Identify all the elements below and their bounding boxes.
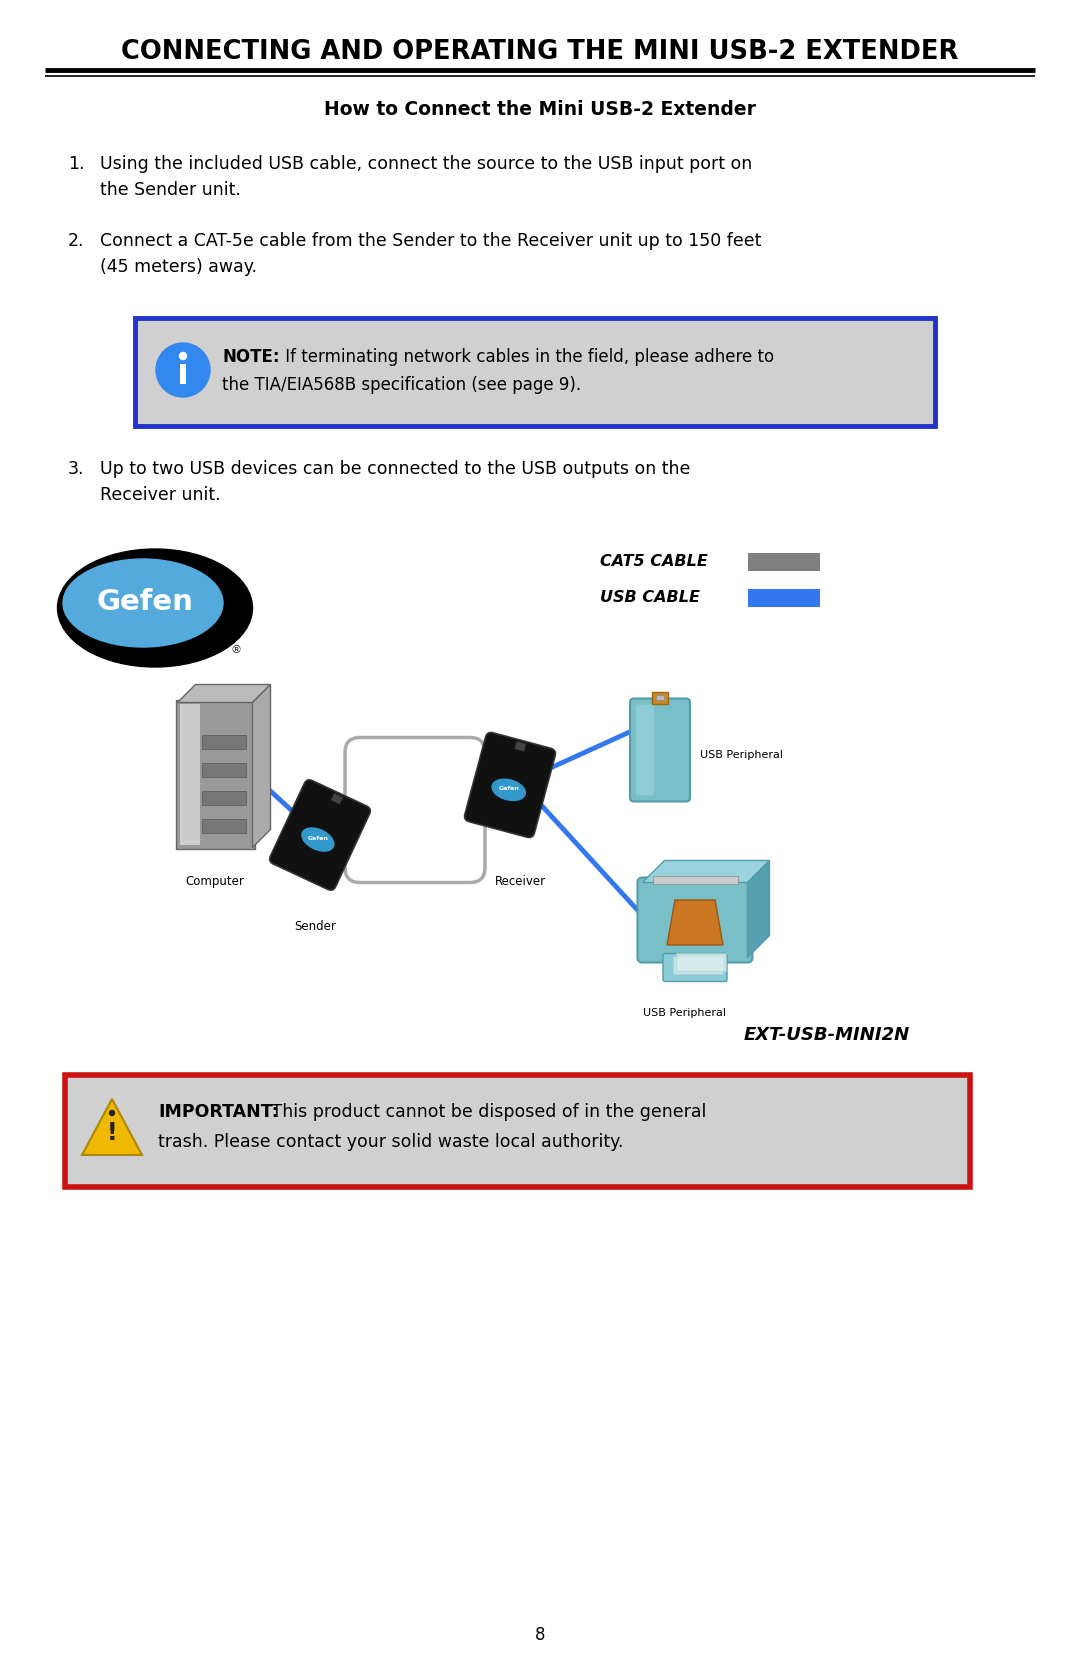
Text: Up to two USB devices can be connected to the USB outputs on the
Receiver unit.: Up to two USB devices can be connected t… xyxy=(100,461,690,504)
FancyBboxPatch shape xyxy=(637,878,753,963)
Text: Gefen: Gefen xyxy=(96,587,193,616)
Ellipse shape xyxy=(63,559,222,648)
Text: trash. Please contact your solid waste local authority.: trash. Please contact your solid waste l… xyxy=(158,1133,623,1152)
Text: 8: 8 xyxy=(535,1626,545,1644)
Text: Gefen: Gefen xyxy=(308,836,328,841)
Text: If terminating network cables in the field, please adhere to: If terminating network cables in the fie… xyxy=(280,349,774,366)
Polygon shape xyxy=(747,861,769,958)
FancyBboxPatch shape xyxy=(330,793,343,804)
FancyBboxPatch shape xyxy=(135,319,935,426)
Circle shape xyxy=(156,344,210,397)
Text: How to Connect the Mini USB-2 Extender: How to Connect the Mini USB-2 Extender xyxy=(324,100,756,120)
FancyBboxPatch shape xyxy=(673,956,723,975)
Text: 3.: 3. xyxy=(68,461,84,477)
Text: Sender: Sender xyxy=(294,920,336,933)
Text: This product cannot be disposed of in the general: This product cannot be disposed of in th… xyxy=(266,1103,706,1122)
Text: IMPORTANT:: IMPORTANT: xyxy=(158,1103,279,1122)
FancyBboxPatch shape xyxy=(345,738,485,883)
Ellipse shape xyxy=(492,779,525,801)
Circle shape xyxy=(179,352,187,359)
Text: Receiver: Receiver xyxy=(495,875,545,888)
Polygon shape xyxy=(177,684,270,703)
FancyBboxPatch shape xyxy=(514,741,526,751)
FancyBboxPatch shape xyxy=(748,552,820,571)
Text: USB CABLE: USB CABLE xyxy=(600,591,700,606)
FancyBboxPatch shape xyxy=(663,953,727,981)
FancyBboxPatch shape xyxy=(748,589,820,608)
FancyBboxPatch shape xyxy=(202,736,245,749)
FancyBboxPatch shape xyxy=(636,704,654,796)
Text: NOTE:: NOTE: xyxy=(222,349,280,366)
Polygon shape xyxy=(82,1098,141,1155)
Text: CAT5 CABLE: CAT5 CABLE xyxy=(600,554,707,569)
Text: Gefen: Gefen xyxy=(499,786,519,791)
FancyBboxPatch shape xyxy=(179,704,200,846)
FancyBboxPatch shape xyxy=(270,779,370,890)
FancyBboxPatch shape xyxy=(464,733,555,838)
FancyBboxPatch shape xyxy=(65,1075,970,1187)
FancyBboxPatch shape xyxy=(652,876,738,885)
Polygon shape xyxy=(643,861,769,883)
Text: Connect a CAT-5e cable from the Sender to the Receiver unit up to 150 feet
(45 m: Connect a CAT-5e cable from the Sender t… xyxy=(100,232,761,275)
FancyBboxPatch shape xyxy=(180,364,186,384)
Text: USB Peripheral: USB Peripheral xyxy=(700,749,783,759)
FancyBboxPatch shape xyxy=(676,953,726,971)
FancyBboxPatch shape xyxy=(656,696,664,701)
FancyBboxPatch shape xyxy=(202,791,245,806)
Text: CONNECTING AND OPERATING THE MINI USB-2 EXTENDER: CONNECTING AND OPERATING THE MINI USB-2 … xyxy=(121,38,959,65)
FancyBboxPatch shape xyxy=(202,819,245,833)
Text: 1.: 1. xyxy=(68,155,84,174)
Text: the TIA/EIA568B specification (see page 9).: the TIA/EIA568B specification (see page … xyxy=(222,376,581,394)
FancyBboxPatch shape xyxy=(175,701,255,850)
Text: Using the included USB cable, connect the source to the USB input port on
the Se: Using the included USB cable, connect th… xyxy=(100,155,753,199)
Text: !: ! xyxy=(107,1122,118,1145)
Circle shape xyxy=(109,1110,114,1115)
Ellipse shape xyxy=(57,549,253,668)
Text: ®: ® xyxy=(230,644,242,654)
Text: Computer: Computer xyxy=(186,875,244,888)
FancyBboxPatch shape xyxy=(630,699,690,801)
Text: 2.: 2. xyxy=(68,232,84,250)
Polygon shape xyxy=(253,684,270,848)
FancyBboxPatch shape xyxy=(202,763,245,778)
Polygon shape xyxy=(667,900,723,945)
Text: EXT-USB-MINI2N: EXT-USB-MINI2N xyxy=(744,1026,910,1045)
FancyBboxPatch shape xyxy=(652,693,669,704)
Circle shape xyxy=(185,716,194,726)
Text: USB Peripheral: USB Peripheral xyxy=(643,1008,726,1018)
FancyBboxPatch shape xyxy=(670,960,720,978)
Ellipse shape xyxy=(302,828,334,851)
